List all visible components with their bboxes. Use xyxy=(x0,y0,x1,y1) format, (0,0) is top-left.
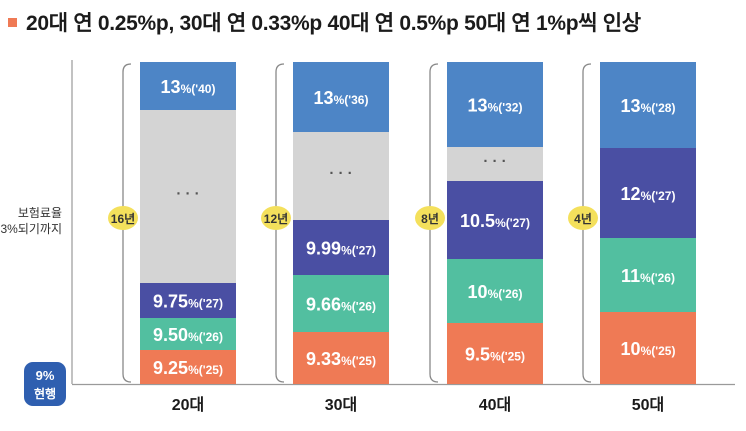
data-label: 9.99%('27) xyxy=(306,239,376,259)
bar-segment xyxy=(293,62,389,132)
ellipsis-label: · · · xyxy=(176,186,199,203)
bar-segment xyxy=(600,312,696,384)
ellipsis-label: · · · xyxy=(483,153,506,170)
title-text: 20대 연 0.25%p, 30대 연 0.33%p 40대 연 0.5%p 5… xyxy=(26,12,641,35)
bar-segment xyxy=(140,283,236,318)
data-label: 9.66%('26) xyxy=(306,295,376,315)
data-label: 13%('40) xyxy=(161,77,216,97)
years-badge xyxy=(415,206,445,230)
current-rate-label: 현행 xyxy=(34,386,56,401)
data-label: 9.25%('25) xyxy=(153,358,223,378)
data-label: 9.33%('25) xyxy=(306,349,376,369)
bar-segment xyxy=(140,62,236,110)
data-label: 13%('28) xyxy=(621,96,676,116)
category-label: 20대 xyxy=(172,396,205,414)
years-badge-label: 4년 xyxy=(574,212,592,226)
ylabel-line-2: 13%되기까지 xyxy=(0,222,62,236)
bar-segment xyxy=(600,62,696,148)
data-label: 9.5%('25) xyxy=(465,345,525,365)
data-label: 13%('36) xyxy=(314,88,369,108)
years-badge-label: 8년 xyxy=(421,212,439,226)
bar-segment xyxy=(293,332,389,384)
category-label: 50대 xyxy=(632,396,665,414)
bar-segment xyxy=(140,318,236,350)
bar-segment xyxy=(600,148,696,238)
data-label: 12%('27) xyxy=(621,184,676,204)
category-label: 40대 xyxy=(479,396,512,414)
title-bullet-icon xyxy=(8,17,17,27)
bar-segment xyxy=(447,259,543,323)
bar-segment xyxy=(140,110,236,283)
data-label: 11%('26) xyxy=(621,266,675,286)
bar-segment xyxy=(293,220,389,275)
data-label: 10%('26) xyxy=(468,282,523,302)
years-badge xyxy=(568,206,598,230)
bar-segment xyxy=(293,132,389,220)
category-label: 30대 xyxy=(325,396,358,414)
data-label: 9.50%('26) xyxy=(153,325,223,345)
data-label: 13%('32) xyxy=(468,96,523,116)
years-badge xyxy=(108,206,138,230)
data-label: 10%('25) xyxy=(621,339,676,359)
bar-segment xyxy=(293,275,389,332)
ylabel-line-1: 보험료율 xyxy=(18,206,62,220)
bar-segment xyxy=(447,323,543,384)
data-label: 10.5%('27) xyxy=(460,211,530,231)
chart-title: 20대 연 0.25%p, 30대 연 0.33%p 40대 연 0.5%p 5… xyxy=(8,6,641,38)
ellipsis-label: · · · xyxy=(329,165,352,182)
bar-segment xyxy=(600,238,696,312)
bar-segment xyxy=(447,181,543,259)
years-badge-label: 16년 xyxy=(111,212,135,226)
bar-segment xyxy=(447,147,543,181)
years-badge-label: 12년 xyxy=(264,212,288,226)
years-badge xyxy=(261,206,291,230)
current-rate-badge xyxy=(24,362,66,406)
bar-segment xyxy=(140,350,236,384)
bar-segment xyxy=(447,62,543,147)
current-rate-value: 9% xyxy=(36,368,55,383)
data-label: 9.75%('27) xyxy=(153,292,223,312)
